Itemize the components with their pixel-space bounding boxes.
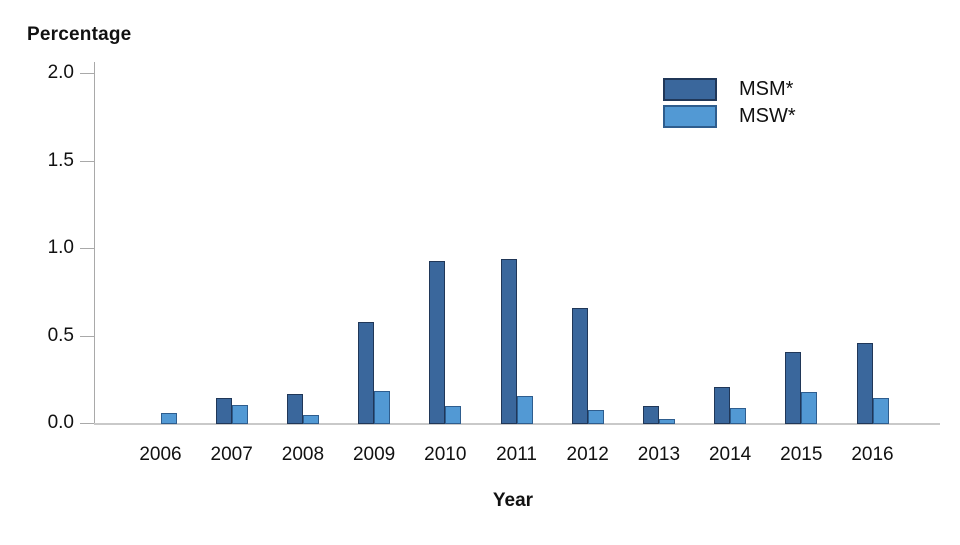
x-axis-line <box>94 423 940 425</box>
y-tick-label-2.0: 2.0 <box>47 62 74 83</box>
x-tick-label-2011: 2011 <box>496 444 537 465</box>
bar-msw-2007 <box>231 405 248 424</box>
y-tick-0.0 <box>80 423 94 424</box>
bar-msw-2008 <box>302 415 319 424</box>
x-tick-label-2012: 2012 <box>566 444 609 465</box>
x-tick-label-2008: 2008 <box>281 444 325 465</box>
bar-msw-2012 <box>587 410 604 424</box>
bar-msw-2011 <box>516 396 533 424</box>
bar-msm-2011 <box>500 259 517 424</box>
y-axis-line <box>94 62 95 424</box>
y-tick-label-1.0: 1.0 <box>47 237 74 258</box>
bar-msm-2015 <box>785 352 802 424</box>
legend: MSM* MSW* <box>663 77 796 129</box>
bar-msw-2016 <box>872 398 889 424</box>
x-tick-label-2009: 2009 <box>352 444 396 465</box>
bar-msm-2012 <box>571 308 588 424</box>
x-tick-label-2015: 2015 <box>780 444 823 465</box>
bar-msw-2009 <box>374 391 391 424</box>
y-tick-label-0.5: 0.5 <box>47 324 74 346</box>
y-tick-0.5 <box>80 335 94 337</box>
legend-swatch-msw <box>663 105 717 128</box>
bar-msm-2008 <box>286 394 303 424</box>
legend-swatch-msm <box>663 78 717 101</box>
bar-msm-2009 <box>358 322 375 424</box>
legend-item-msm: MSM* <box>663 77 796 102</box>
x-tick-label-2006: 2006 <box>139 444 182 465</box>
bar-msm-2010 <box>429 261 446 424</box>
y-tick-1.5 <box>80 160 94 162</box>
bar-msw-2014 <box>730 408 747 424</box>
bar-msw-2010 <box>445 406 462 424</box>
bar-msw-2013 <box>658 419 675 424</box>
y-tick-1.0 <box>80 248 94 249</box>
x-tick-label-2010: 2010 <box>424 444 467 465</box>
x-tick-label-2013: 2013 <box>637 444 681 465</box>
x-tick-label-2007: 2007 <box>210 444 253 465</box>
x-tick-label-2016: 2016 <box>851 444 894 465</box>
y-tick-label-0.0: 0.0 <box>47 412 74 433</box>
bar-msm-2016 <box>856 343 873 424</box>
legend-label-msw: MSW* <box>739 105 796 127</box>
x-axis-title: Year <box>492 490 534 511</box>
bar-msw-2015 <box>801 392 818 424</box>
y-tick-2.0 <box>80 73 94 74</box>
bar-msw-2006 <box>160 413 177 424</box>
bar-msm-2013 <box>642 406 659 424</box>
bar-msm-2007 <box>215 398 232 424</box>
legend-label-msm: MSM* <box>739 78 794 100</box>
legend-item-msw: MSW* <box>663 104 796 129</box>
y-axis-title: Percentage <box>27 24 132 45</box>
x-tick-label-2014: 2014 <box>708 444 752 465</box>
bar-msm-2014 <box>714 387 731 424</box>
y-tick-label-1.5: 1.5 <box>47 149 74 171</box>
